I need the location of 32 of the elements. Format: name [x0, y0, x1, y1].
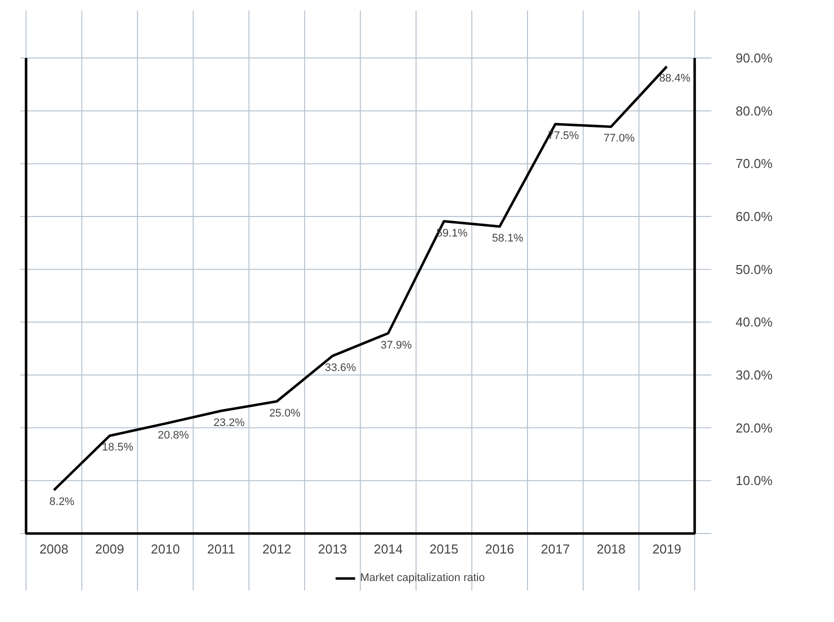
data-label: 33.6%: [324, 362, 356, 374]
x-tick-label: 2015: [429, 541, 458, 556]
y-tick-label: 60.0%: [736, 209, 773, 224]
x-tick-label: 2012: [262, 541, 292, 556]
x-tick-label: 2008: [39, 541, 68, 556]
data-label: 88.4%: [659, 72, 691, 84]
legend-label: Market capitalization ratio: [360, 572, 485, 584]
data-label: 37.9%: [380, 339, 412, 352]
x-tick-label: 2017: [540, 541, 570, 556]
x-tick-label: 2013: [318, 541, 347, 556]
y-tick-label: 40.0%: [736, 314, 773, 330]
y-tick-label: 50.0%: [736, 262, 773, 277]
y-tick-label: 90.0%: [736, 50, 773, 66]
x-tick-label: 2014: [374, 541, 403, 556]
data-label: 25.0%: [269, 407, 301, 420]
x-tick-label: 2016: [485, 541, 514, 556]
y-tick-label: 10.0%: [736, 473, 773, 488]
x-tick-label: 2009: [95, 541, 124, 556]
y-tick-label: 80.0%: [736, 103, 773, 118]
data-label: 8.2%: [49, 496, 75, 508]
y-tick-label: 70.0%: [736, 156, 773, 172]
y-tick-label: 30.0%: [736, 367, 773, 382]
data-label: 18.5%: [102, 442, 134, 454]
x-tick-label: 2019: [652, 541, 682, 556]
y-tick-label: 20.0%: [736, 420, 773, 436]
data-label: 23.2%: [213, 416, 245, 429]
x-tick-label: 2011: [207, 541, 236, 556]
x-tick-label: 2018: [596, 541, 626, 556]
data-label: 20.8%: [158, 430, 190, 442]
data-label: 58.1%: [492, 232, 524, 245]
x-tick-label: 2010: [150, 541, 180, 556]
data-label: 77.0%: [603, 132, 635, 145]
